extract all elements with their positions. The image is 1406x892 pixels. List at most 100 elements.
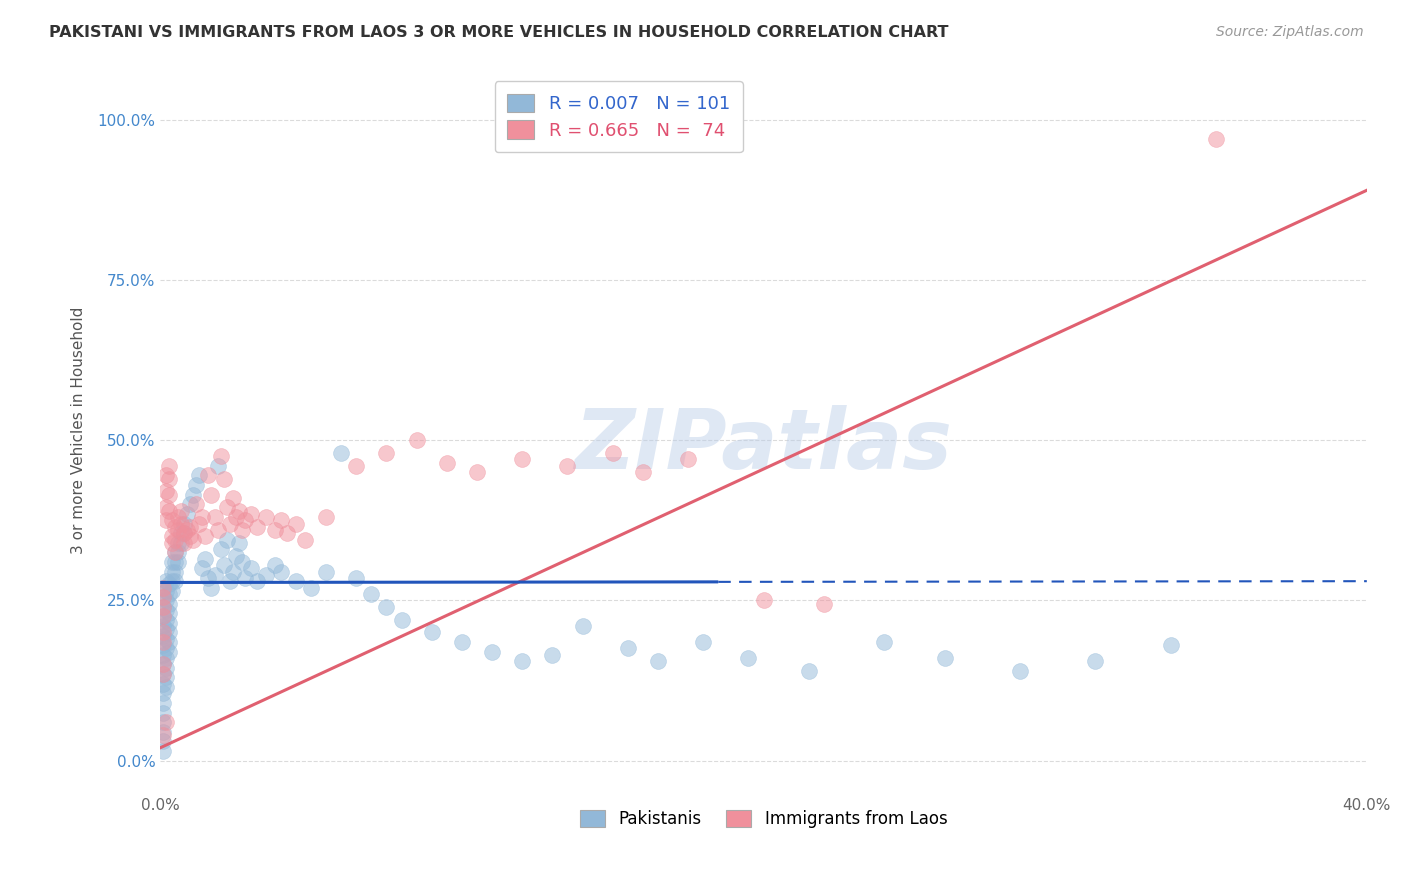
Point	[231, 555, 253, 569]
Point	[239, 561, 262, 575]
Point	[215, 533, 238, 547]
Point	[571, 619, 593, 633]
Point	[813, 597, 835, 611]
Point	[557, 458, 579, 473]
Point	[165, 545, 187, 559]
Point	[481, 645, 503, 659]
Point	[157, 504, 180, 518]
Point	[157, 625, 180, 640]
Point	[231, 523, 253, 537]
Point	[197, 468, 219, 483]
Point	[155, 715, 177, 730]
Point	[173, 535, 195, 549]
Legend: Pakistanis, Immigrants from Laos: Pakistanis, Immigrants from Laos	[574, 804, 953, 835]
Point	[1084, 654, 1107, 668]
Point	[186, 497, 208, 511]
Point	[391, 613, 413, 627]
Point	[221, 491, 243, 505]
Point	[173, 526, 195, 541]
Point	[155, 574, 177, 589]
Point	[541, 648, 564, 662]
Point	[294, 533, 316, 547]
Point	[165, 519, 187, 533]
Point	[165, 574, 187, 589]
Point	[215, 500, 238, 515]
Point	[233, 571, 256, 585]
Point	[221, 565, 243, 579]
Point	[183, 533, 205, 547]
Point	[270, 513, 292, 527]
Point	[194, 551, 217, 566]
Point	[155, 680, 177, 694]
Point	[152, 629, 174, 643]
Point	[152, 734, 174, 748]
Point	[162, 529, 184, 543]
Point	[218, 574, 240, 589]
Point	[152, 609, 174, 624]
Point	[246, 574, 269, 589]
Point	[263, 523, 285, 537]
Point	[152, 581, 174, 595]
Point	[157, 458, 180, 473]
Point	[315, 510, 337, 524]
Point	[239, 507, 262, 521]
Point	[155, 651, 177, 665]
Point	[797, 664, 820, 678]
Point	[191, 510, 214, 524]
Point	[218, 516, 240, 531]
Point	[152, 638, 174, 652]
Point	[162, 574, 184, 589]
Point	[152, 667, 174, 681]
Point	[152, 724, 174, 739]
Point	[212, 558, 235, 573]
Point	[170, 526, 193, 541]
Point	[204, 510, 226, 524]
Point	[152, 728, 174, 742]
Point	[170, 504, 193, 518]
Point	[165, 533, 187, 547]
Point	[191, 561, 214, 575]
Point	[152, 667, 174, 681]
Point	[155, 603, 177, 617]
Point	[173, 526, 195, 541]
Point	[263, 558, 285, 573]
Point	[246, 519, 269, 533]
Point	[194, 529, 217, 543]
Point	[197, 571, 219, 585]
Point	[344, 571, 367, 585]
Point	[152, 625, 174, 640]
Point	[299, 581, 322, 595]
Point	[209, 449, 232, 463]
Point	[631, 465, 654, 479]
Point	[284, 516, 307, 531]
Point	[465, 465, 488, 479]
Point	[225, 510, 247, 524]
Point	[155, 622, 177, 636]
Point	[173, 516, 195, 531]
Point	[165, 555, 187, 569]
Point	[152, 696, 174, 710]
Point	[200, 581, 222, 595]
Point	[647, 654, 669, 668]
Point	[344, 458, 367, 473]
Text: Source: ZipAtlas.com: Source: ZipAtlas.com	[1216, 25, 1364, 39]
Point	[616, 641, 638, 656]
Point	[155, 641, 177, 656]
Point	[152, 648, 174, 662]
Point	[157, 597, 180, 611]
Point	[934, 651, 956, 665]
Point	[200, 488, 222, 502]
Point	[270, 565, 292, 579]
Point	[152, 706, 174, 720]
Point	[162, 565, 184, 579]
Point	[167, 535, 190, 549]
Point	[204, 567, 226, 582]
Point	[157, 645, 180, 659]
Point	[152, 657, 174, 672]
Point	[152, 715, 174, 730]
Point	[155, 500, 177, 515]
Point	[157, 577, 180, 591]
Point	[167, 510, 190, 524]
Point	[315, 565, 337, 579]
Point	[152, 599, 174, 614]
